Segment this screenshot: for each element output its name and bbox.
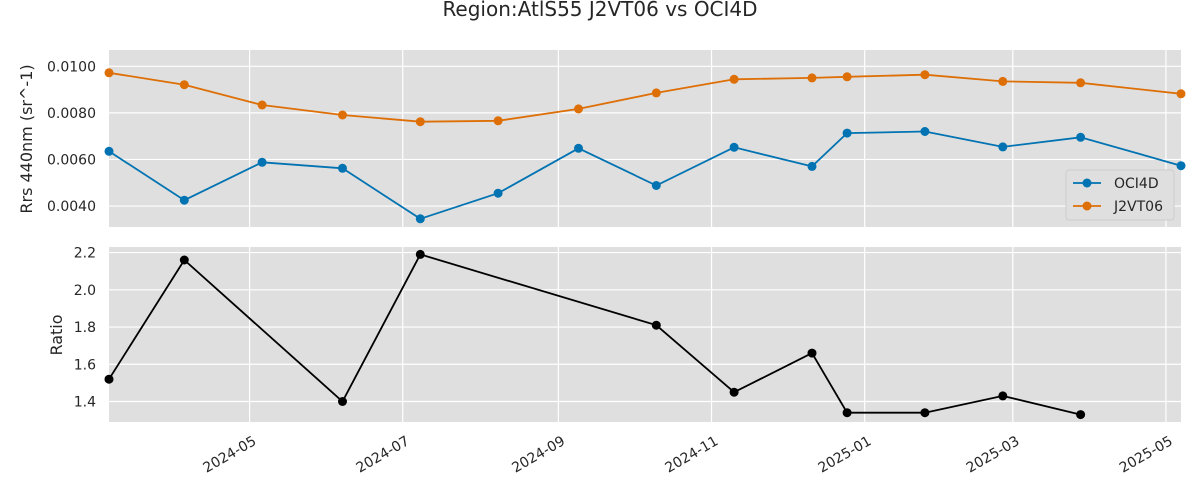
panel-bottom-series (104, 249, 1086, 420)
panel-top: 0.0040 0.0060 0.0080 0.0100 Rrs 440nm (sr^-… (17, 50, 1186, 227)
data-point-oci4d-1 (179, 195, 189, 205)
panel-bottom-y-tick-label-2: 1.8 (74, 320, 96, 336)
x-tick-label-0: 2024-05 (201, 433, 260, 476)
data-point-j2vt06-12 (998, 76, 1008, 86)
data-point-j2vt06-2 (257, 100, 267, 110)
data-point-oci4d-14 (1176, 161, 1186, 171)
panel-bottom-y-tick-label-3: 2.0 (74, 283, 96, 299)
x-tick-label-5: 2025-03 (964, 433, 1023, 476)
x-tick-label-1: 2024-07 (354, 433, 413, 476)
panel-bottom-grid (109, 247, 1181, 422)
data-point-ratio-6 (807, 348, 817, 358)
x-tick-label-6: 2025-05 (1117, 433, 1176, 476)
x-axis-ticks: 2024-05 2024-07 2024-09 2024-11 2025-01 2025-… (201, 433, 1176, 476)
data-point-oci4d-2 (257, 157, 267, 167)
data-point-j2vt06-5 (493, 116, 503, 126)
data-point-j2vt06-8 (729, 74, 739, 84)
data-point-ratio-1 (179, 255, 189, 265)
data-point-j2vt06-14 (1176, 89, 1186, 99)
panel-bottom-y-tick-label-4: 2.2 (74, 246, 96, 262)
legend-marker-oci4d (1082, 178, 1092, 188)
data-point-oci4d-5 (493, 188, 503, 198)
data-point-ratio-9 (998, 391, 1008, 401)
data-point-j2vt06-11 (920, 70, 930, 80)
data-point-ratio-0 (104, 374, 114, 384)
data-point-oci4d-7 (651, 181, 661, 190)
data-point-ratio-2 (338, 397, 347, 406)
data-point-j2vt06-10 (842, 72, 852, 82)
data-point-ratio-3 (415, 249, 425, 259)
x-tick-label-3: 2024-11 (662, 433, 721, 476)
data-point-ratio-7 (842, 408, 852, 418)
panel-top-y-ticks: 0.0040 0.0060 0.0080 0.0100 (47, 59, 96, 215)
panel-bottom-y-label: Ratio (47, 314, 66, 355)
panel-bottom: 1.41.61.82.02.2 Ratio 2024-05 2024-07 2024… (47, 246, 1181, 476)
panel-top-series (104, 68, 1186, 224)
x-tick-label-4: 2025-01 (816, 433, 875, 476)
legend-marker-j2vt06 (1082, 201, 1092, 211)
data-point-j2vt06-0 (104, 68, 114, 78)
legend: OCI4D J2VT06 (1065, 169, 1175, 221)
data-point-j2vt06-9 (807, 73, 817, 83)
panel-top-y-tick-label-0: 0.0040 (47, 199, 96, 215)
data-point-oci4d-3 (338, 163, 347, 173)
legend-label-oci4d: OCI4D (1114, 176, 1159, 192)
data-point-oci4d-0 (104, 146, 114, 156)
panel-top-y-tick-label-1: 0.0060 (47, 152, 96, 168)
data-point-oci4d-9 (807, 161, 817, 171)
data-point-j2vt06-1 (179, 80, 189, 90)
legend-label-j2vt06: J2VT06 (1113, 199, 1163, 215)
panel-bottom-y-tick-label-1: 1.6 (74, 357, 96, 373)
data-point-oci4d-8 (729, 142, 739, 152)
data-point-oci4d-12 (998, 142, 1008, 152)
data-point-j2vt06-13 (1076, 78, 1086, 88)
panel-bottom-y-tick-label-0: 1.4 (74, 395, 96, 411)
data-point-ratio-4 (651, 320, 661, 330)
data-point-ratio-10 (1076, 410, 1086, 420)
data-point-j2vt06-7 (651, 88, 661, 98)
data-point-j2vt06-6 (574, 104, 583, 114)
data-point-oci4d-6 (574, 143, 583, 153)
data-point-oci4d-11 (920, 127, 930, 136)
data-point-oci4d-10 (842, 128, 852, 138)
panel-bottom-background (109, 247, 1181, 422)
panel-top-y-tick-label-2: 0.0080 (47, 106, 96, 122)
data-point-oci4d-4 (415, 214, 425, 224)
panel-top-background (109, 50, 1181, 227)
data-point-j2vt06-4 (415, 117, 425, 127)
data-point-oci4d-13 (1076, 132, 1086, 142)
data-point-ratio-5 (729, 387, 739, 397)
x-tick-label-2: 2024-09 (509, 433, 568, 476)
panel-bottom-y-ticks: 1.4 1.6 1.8 2.0 2.2 (74, 246, 96, 411)
panel-top-y-label: Rrs 440nm (sr^-1) (17, 64, 36, 213)
panel-top-grid (109, 50, 1181, 227)
panel-top-y-tick-label-3: 0.0100 (47, 59, 96, 75)
data-point-ratio-8 (920, 408, 930, 418)
chart-title: Region:AtlS55 J2VT06 vs OCI4D (442, 0, 757, 21)
data-point-j2vt06-3 (338, 110, 347, 120)
